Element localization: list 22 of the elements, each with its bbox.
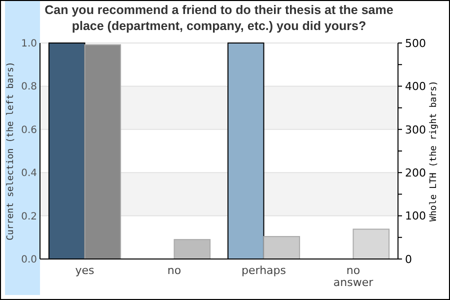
y2-tick-label: 300 — [405, 123, 426, 136]
y-tick-label: 0.0 — [21, 254, 37, 266]
x-tick-label: no answer — [333, 264, 374, 289]
y-axis-title: Current selection (the left bars) — [6, 62, 16, 240]
y2-tick-label: 100 — [405, 210, 426, 223]
y-tick-label: 0.8 — [21, 82, 37, 93]
y-tick-label: 1.0 — [21, 38, 37, 50]
y2-tick-label: 400 — [405, 80, 426, 94]
bar — [352, 228, 390, 260]
y-tick-label: 0.6 — [21, 124, 37, 136]
y2-axis-title: Whole LTH (the right bars) — [429, 80, 439, 222]
x-tick-label: yes — [75, 264, 95, 277]
y2-tick-label: 500 — [405, 36, 426, 50]
y2-tick-label: 0 — [405, 252, 412, 266]
bar — [174, 239, 211, 260]
chart-title: Can you recommend a friend to do their thesis at the same place (department, company, etc.) you did yours? — [44, 3, 394, 33]
x-tick-label: no — [167, 264, 182, 277]
y2-tick-label: 200 — [405, 166, 426, 180]
x-tick-label: perhaps — [241, 264, 286, 277]
y-tick-label: 0.4 — [21, 168, 37, 180]
bar — [263, 236, 300, 260]
y-tick-label: 0.2 — [21, 211, 37, 222]
